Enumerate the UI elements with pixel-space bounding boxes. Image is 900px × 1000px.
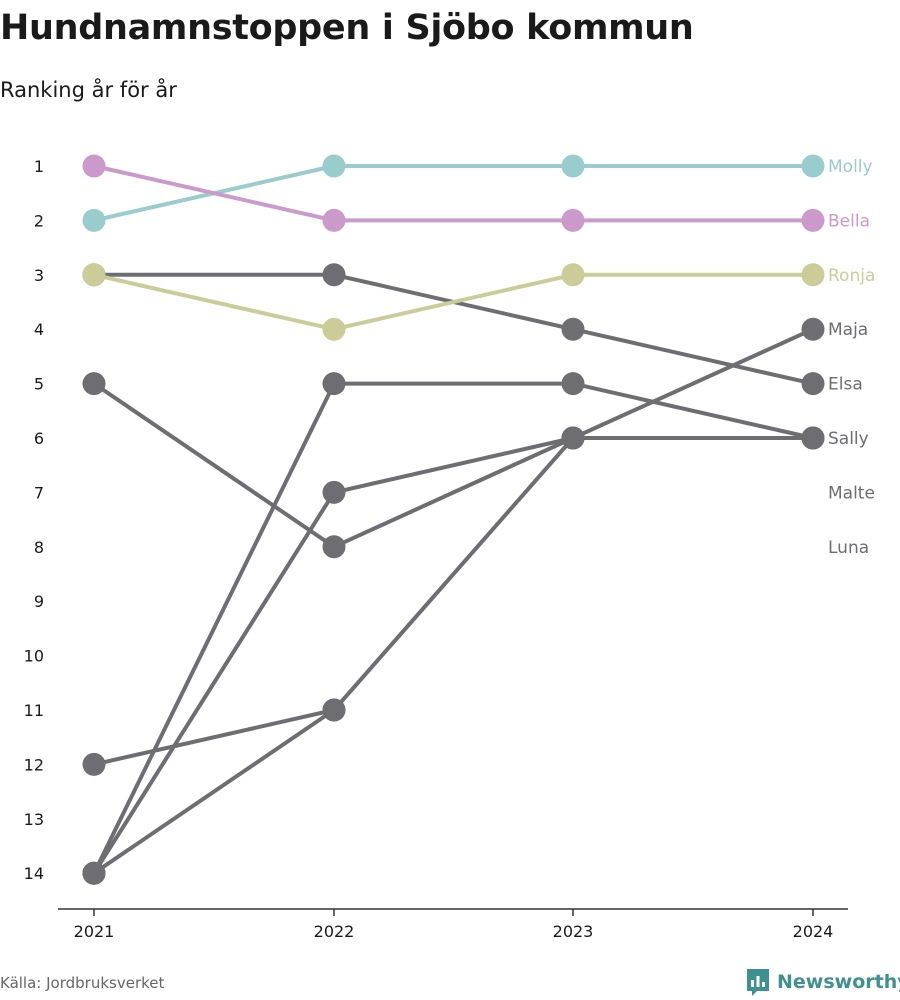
data-point-ronja bbox=[82, 263, 106, 287]
data-point-elsa bbox=[801, 372, 825, 396]
data-point-unnamed-5 bbox=[322, 698, 346, 722]
series-label-malte: Malte bbox=[828, 483, 875, 503]
data-point-ronja bbox=[322, 317, 346, 341]
series-line-ronja bbox=[92, 272, 815, 332]
x-axis: 2021 2022 2023 2024 bbox=[58, 908, 848, 941]
data-point-ronja bbox=[561, 263, 585, 287]
y-tick-label: 10 bbox=[24, 647, 44, 666]
y-tick-label: 3 bbox=[34, 266, 44, 285]
data-point-molly bbox=[561, 154, 585, 178]
data-point-maja bbox=[801, 317, 825, 341]
series-line-malte bbox=[92, 381, 815, 549]
bar-chart-speech-bubble-icon bbox=[747, 969, 769, 996]
y-tick-label: 11 bbox=[24, 701, 44, 720]
series-line-maja bbox=[92, 327, 815, 876]
data-point-molly bbox=[82, 208, 106, 232]
y-tick-label: 13 bbox=[24, 810, 44, 829]
data-point-elsa bbox=[561, 317, 585, 341]
data-point-bella bbox=[322, 208, 346, 232]
y-tick-label: 7 bbox=[34, 483, 44, 502]
page-title: Hundnamnstoppen i Sjöbo kommun bbox=[0, 8, 694, 48]
series-label-luna: Luna bbox=[828, 538, 869, 558]
y-tick-label: 4 bbox=[34, 320, 44, 339]
data-point-bella bbox=[82, 154, 106, 178]
brand-logo[interactable]: Newsworthy bbox=[745, 967, 900, 997]
data-point-luna bbox=[561, 372, 585, 396]
series-line-luna bbox=[92, 381, 815, 876]
series-label-sally: Sally bbox=[828, 429, 869, 449]
series-label-maja: Maja bbox=[828, 320, 868, 340]
data-point-malte bbox=[82, 372, 106, 396]
series-label-elsa: Elsa bbox=[828, 375, 863, 395]
series-line-molly bbox=[92, 164, 815, 223]
y-tick-label: 6 bbox=[34, 429, 44, 448]
data-point-luna bbox=[322, 372, 346, 396]
y-tick-label: 9 bbox=[34, 592, 44, 611]
data-point-luna bbox=[82, 861, 106, 885]
data-point-unnamed-5 bbox=[82, 752, 106, 776]
series-line-elsa bbox=[92, 272, 815, 386]
data-point-bella bbox=[801, 208, 825, 232]
y-tick-label: 8 bbox=[34, 538, 44, 557]
data-point-elsa bbox=[322, 263, 346, 287]
y-tick-label: 12 bbox=[24, 755, 44, 774]
y-tick-label: 1 bbox=[34, 157, 44, 176]
x-tick-label: 2023 bbox=[553, 922, 594, 941]
series-line-unnamed-5 bbox=[92, 708, 336, 767]
data-point-malte bbox=[322, 535, 346, 559]
series-label-ronja: Ronja bbox=[828, 266, 875, 286]
y-tick-label: 14 bbox=[24, 864, 44, 883]
x-tick-label: 2022 bbox=[314, 922, 355, 941]
data-point-molly bbox=[801, 154, 825, 178]
series-dots bbox=[82, 154, 825, 885]
series-label-bella: Bella bbox=[828, 211, 870, 231]
series-line-bella bbox=[92, 164, 815, 223]
series-lines bbox=[92, 164, 815, 876]
x-tick-label: 2021 bbox=[74, 922, 115, 941]
x-tick-label: 2024 bbox=[793, 922, 834, 941]
series-end-labels: Molly Bella Ronja Maja Elsa Sally Malte Luna bbox=[828, 157, 875, 558]
y-tick-label: 2 bbox=[34, 211, 44, 230]
data-point-ronja bbox=[801, 263, 825, 287]
series-label-molly: Molly bbox=[828, 157, 873, 177]
source-note: Källa: Jordbruksverket bbox=[0, 974, 165, 992]
brand-name: Newsworthy bbox=[777, 971, 900, 993]
data-point-sally bbox=[322, 480, 346, 504]
y-tick-label: 5 bbox=[34, 375, 44, 394]
data-point-malte bbox=[561, 426, 585, 450]
page-subtitle: Ranking år för år bbox=[0, 78, 177, 102]
data-point-bella bbox=[561, 208, 585, 232]
data-point-luna bbox=[801, 426, 825, 450]
data-point-molly bbox=[322, 154, 346, 178]
